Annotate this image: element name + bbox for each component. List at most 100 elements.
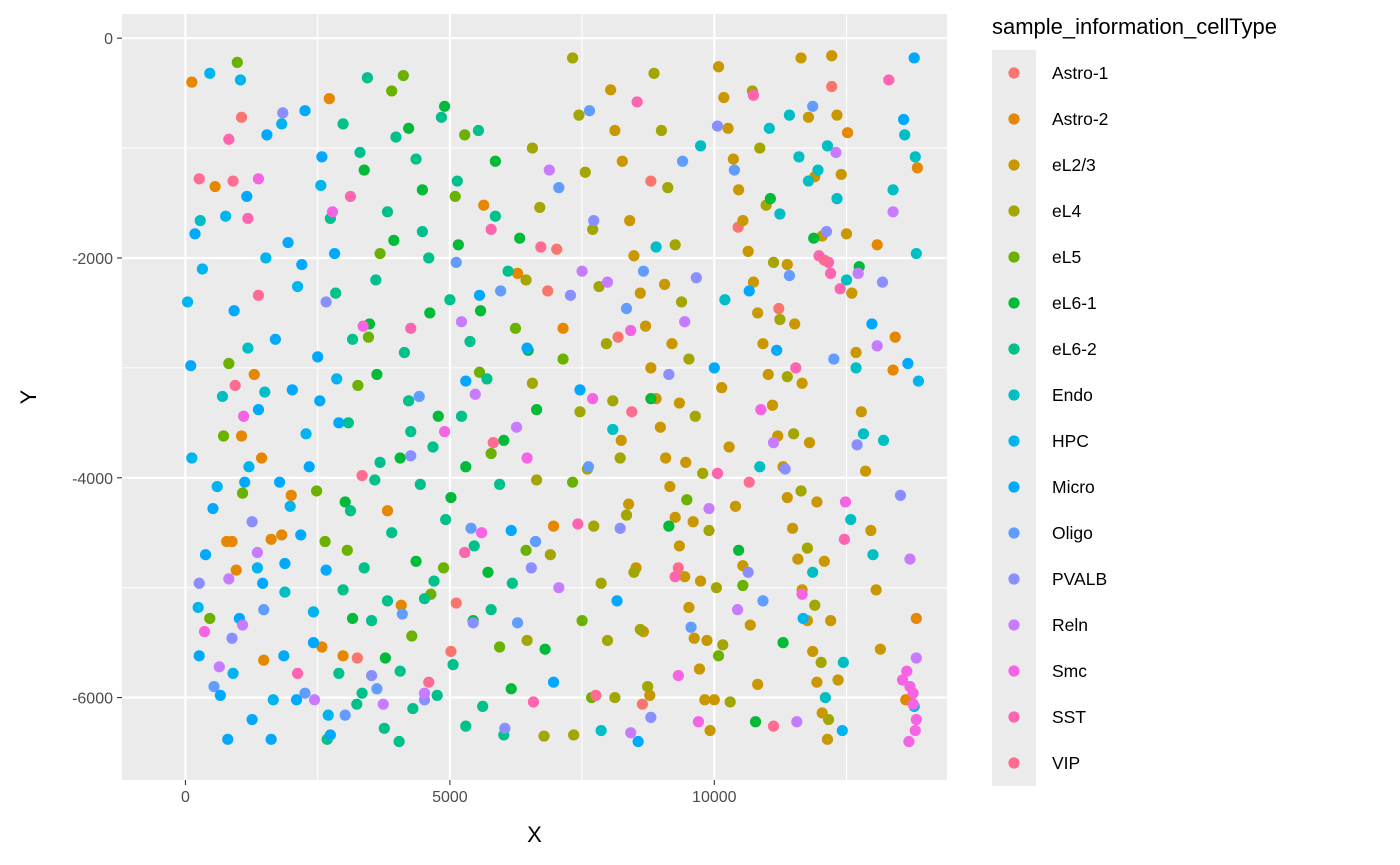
data-point <box>777 637 789 649</box>
data-point <box>628 250 640 262</box>
data-point <box>850 346 862 359</box>
legend-swatch <box>1008 573 1020 585</box>
data-point <box>802 175 815 187</box>
data-point <box>703 502 715 515</box>
data-point <box>637 265 650 277</box>
data-point <box>303 461 315 473</box>
y-axis-title: Y <box>16 389 41 404</box>
data-point <box>346 333 359 345</box>
data-point <box>337 118 349 130</box>
data-point <box>390 131 402 143</box>
data-point <box>386 527 398 539</box>
data-point <box>718 91 730 104</box>
data-point <box>481 373 493 385</box>
data-point <box>615 434 627 447</box>
data-point <box>369 474 381 486</box>
data-point <box>473 289 486 301</box>
data-point <box>414 478 426 490</box>
data-point <box>418 687 431 699</box>
legend-swatch <box>1008 389 1020 401</box>
data-point <box>531 474 543 486</box>
data-point <box>204 67 216 79</box>
data-point <box>607 395 619 407</box>
data-point <box>216 390 229 403</box>
data-point <box>673 397 686 409</box>
data-point <box>764 193 776 205</box>
legend-swatch <box>1008 757 1020 769</box>
data-point <box>450 256 462 268</box>
data-point <box>815 656 827 669</box>
data-point <box>874 643 886 655</box>
data-point <box>526 377 538 389</box>
data-point <box>381 206 394 218</box>
data-point <box>742 566 754 578</box>
data-point <box>644 689 656 701</box>
data-point <box>324 729 336 741</box>
data-point <box>755 404 767 416</box>
data-point <box>846 287 858 299</box>
data-point <box>573 109 585 121</box>
data-point <box>235 111 248 123</box>
data-point <box>489 155 501 167</box>
data-point <box>841 127 854 139</box>
data-point <box>857 428 870 440</box>
data-point <box>839 496 852 508</box>
data-point <box>774 313 786 326</box>
data-point <box>276 118 288 130</box>
data-point <box>912 375 925 387</box>
data-point <box>273 476 286 488</box>
data-point <box>654 421 666 433</box>
data-point <box>432 410 444 422</box>
data-point <box>193 577 205 589</box>
legend-swatch <box>1008 665 1020 677</box>
data-point <box>487 437 499 449</box>
data-point <box>743 476 755 488</box>
data-point <box>752 678 764 690</box>
data-point <box>788 428 800 440</box>
data-point <box>887 206 899 218</box>
data-point <box>379 652 391 664</box>
data-point <box>902 357 914 370</box>
data-point <box>358 562 370 574</box>
data-point <box>723 441 735 453</box>
data-point <box>625 727 637 739</box>
data-point <box>609 124 621 137</box>
data-point <box>423 252 435 264</box>
data-point <box>337 584 349 596</box>
data-point <box>742 245 754 257</box>
data-point <box>579 166 591 178</box>
data-point <box>235 430 248 442</box>
data-point <box>256 452 268 464</box>
legend-label: Smc <box>1052 661 1087 681</box>
data-point <box>600 338 613 350</box>
data-point <box>542 285 554 297</box>
data-point <box>315 179 327 192</box>
data-point <box>242 342 254 354</box>
data-point <box>907 687 919 699</box>
data-point <box>539 643 551 655</box>
data-point <box>887 184 899 196</box>
data-point <box>840 274 853 286</box>
data-point <box>850 362 862 374</box>
data-point <box>474 305 487 317</box>
data-point <box>407 702 419 715</box>
data-point <box>676 155 689 167</box>
data-point <box>388 234 400 246</box>
data-point <box>284 500 296 512</box>
data-point <box>222 733 234 745</box>
data-point <box>749 716 762 728</box>
data-point <box>460 720 472 732</box>
data-point <box>416 226 428 238</box>
data-point <box>371 368 383 381</box>
data-point <box>478 199 490 211</box>
data-point <box>867 549 879 561</box>
data-point <box>576 615 588 627</box>
data-point <box>645 393 657 405</box>
data-point <box>767 437 780 449</box>
data-point <box>437 562 450 574</box>
data-point <box>909 151 921 163</box>
data-point <box>386 85 398 97</box>
x-tick-label: 5000 <box>432 789 468 806</box>
data-point <box>323 93 335 105</box>
data-point <box>534 201 546 214</box>
